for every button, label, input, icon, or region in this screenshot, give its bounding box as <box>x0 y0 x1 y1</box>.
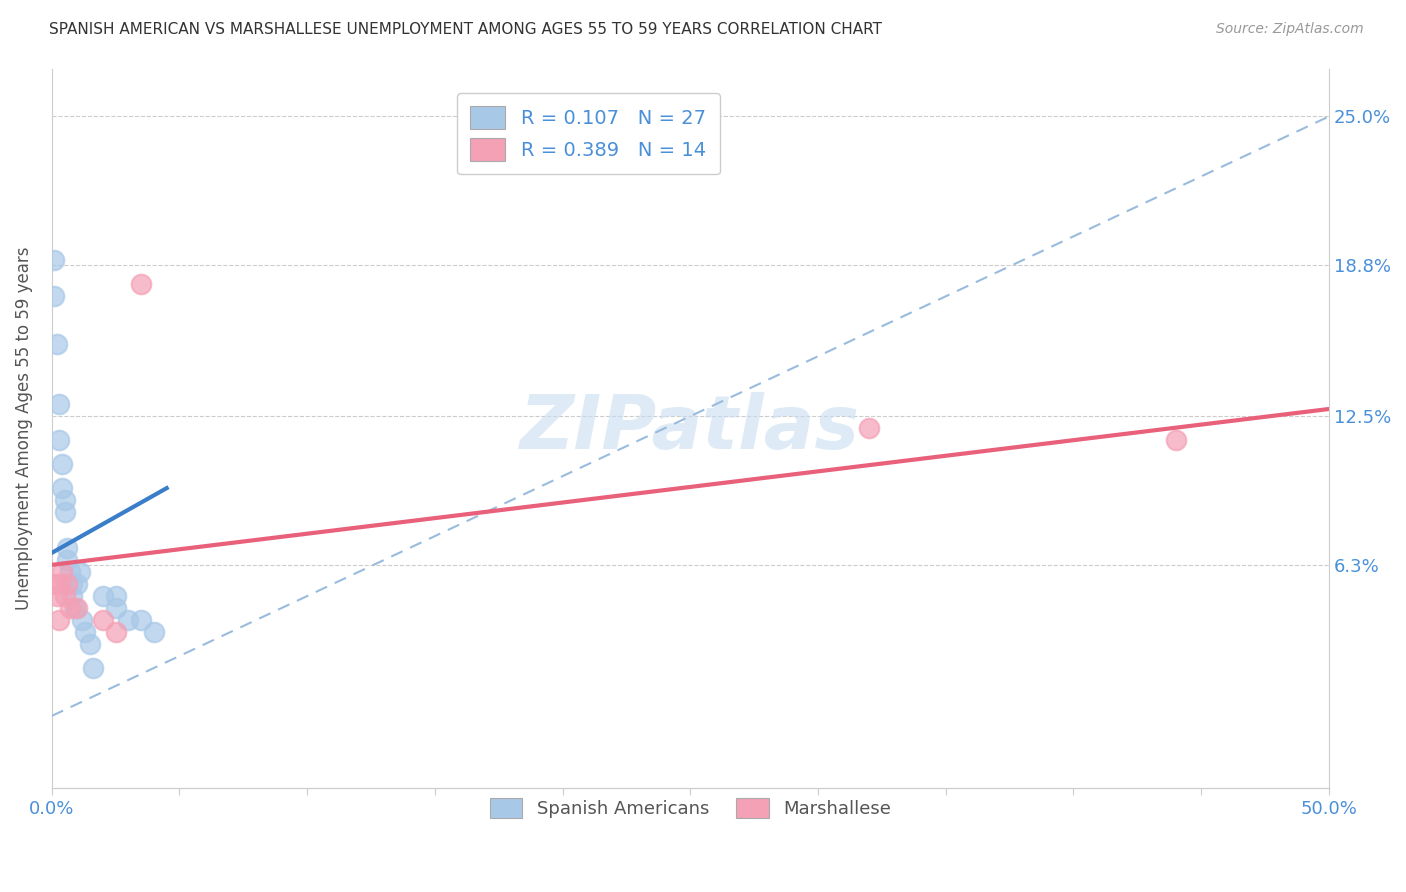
Point <box>60 589 83 603</box>
Point <box>79 637 101 651</box>
Point <box>1164 433 1187 447</box>
Point <box>53 493 76 508</box>
Point <box>82 661 104 675</box>
Point <box>45 337 67 351</box>
Point <box>51 481 73 495</box>
Point <box>59 601 82 615</box>
Point <box>44 253 66 268</box>
Point <box>104 601 127 615</box>
Point <box>129 277 152 292</box>
Point <box>56 541 79 555</box>
Point <box>48 577 70 591</box>
Point <box>56 553 79 567</box>
Point <box>51 457 73 471</box>
Point <box>60 577 83 591</box>
Point <box>72 613 94 627</box>
Point <box>63 601 86 615</box>
Text: ZIPatlas: ZIPatlas <box>520 392 860 465</box>
Point <box>59 565 82 579</box>
Point <box>858 421 880 435</box>
Point <box>66 577 89 591</box>
Point <box>51 565 73 579</box>
Point <box>48 397 70 411</box>
Point <box>45 589 67 603</box>
Text: SPANISH AMERICAN VS MARSHALLESE UNEMPLOYMENT AMONG AGES 55 TO 59 YEARS CORRELATI: SPANISH AMERICAN VS MARSHALLESE UNEMPLOY… <box>49 22 882 37</box>
Point <box>91 613 114 627</box>
Point <box>104 589 127 603</box>
Point <box>66 601 89 615</box>
Point <box>44 289 66 303</box>
Point <box>129 613 152 627</box>
Point <box>48 613 70 627</box>
Point <box>53 505 76 519</box>
Point <box>142 625 165 640</box>
Y-axis label: Unemployment Among Ages 55 to 59 years: Unemployment Among Ages 55 to 59 years <box>15 246 32 610</box>
Point <box>56 577 79 591</box>
Point <box>44 577 66 591</box>
Text: Source: ZipAtlas.com: Source: ZipAtlas.com <box>1216 22 1364 37</box>
Legend: Spanish Americans, Marshallese: Spanish Americans, Marshallese <box>482 790 898 826</box>
Point <box>69 565 91 579</box>
Point <box>53 589 76 603</box>
Point <box>91 589 114 603</box>
Point <box>104 625 127 640</box>
Point <box>48 433 70 447</box>
Point <box>73 625 96 640</box>
Point <box>117 613 139 627</box>
